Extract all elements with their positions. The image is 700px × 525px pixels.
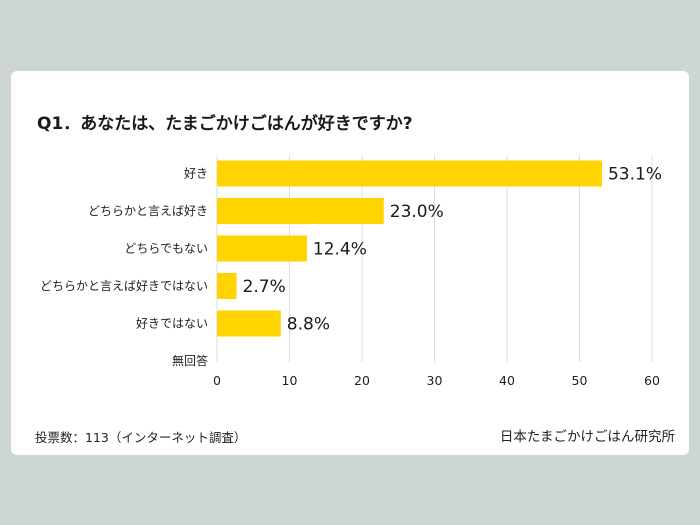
category-label: どちらでもない [124, 242, 208, 256]
source-label: 日本たまごかけごはん研究所 [499, 429, 675, 445]
data-label: 2.7% [243, 277, 286, 297]
x-tick-label: 0 [213, 373, 221, 388]
bar [217, 198, 384, 224]
x-tick-label: 20 [354, 373, 370, 388]
x-tick-label: 30 [427, 373, 443, 388]
category-label: どちらかと言えば好きではない [40, 279, 208, 293]
bar [217, 273, 237, 299]
chart-card: Q1．あなたは、たまごかけごはんが好きですか? 0 10 20 30 40 50 60 好き 5… [11, 71, 689, 455]
vote-count-note: 投票数：113（インターネット調査） [35, 430, 247, 445]
bar-chart: 0 10 20 30 40 50 60 好き 53.1% どちらかと言えば好き 23.0% どちらでも… [40, 155, 662, 388]
data-label: 8.8% [287, 315, 330, 335]
data-label: 53.1% [608, 165, 662, 185]
data-label: 12.4% [313, 240, 367, 260]
category-label: 無回答 [172, 353, 208, 368]
bar [217, 235, 307, 262]
x-tick-label: 60 [644, 373, 660, 388]
bar [217, 160, 602, 187]
x-tick-label: 40 [499, 373, 515, 388]
x-tick-label: 50 [572, 373, 588, 388]
x-tick-label: 10 [282, 373, 298, 388]
data-label: 23.0% [390, 202, 444, 222]
bar [217, 310, 281, 337]
category-label: 好き [184, 167, 208, 181]
chart-title: Q1．あなたは、たまごかけごはんが好きですか? [37, 114, 413, 134]
category-label: 好きではない [136, 317, 208, 331]
category-label: どちらかと言えば好き [88, 204, 208, 218]
